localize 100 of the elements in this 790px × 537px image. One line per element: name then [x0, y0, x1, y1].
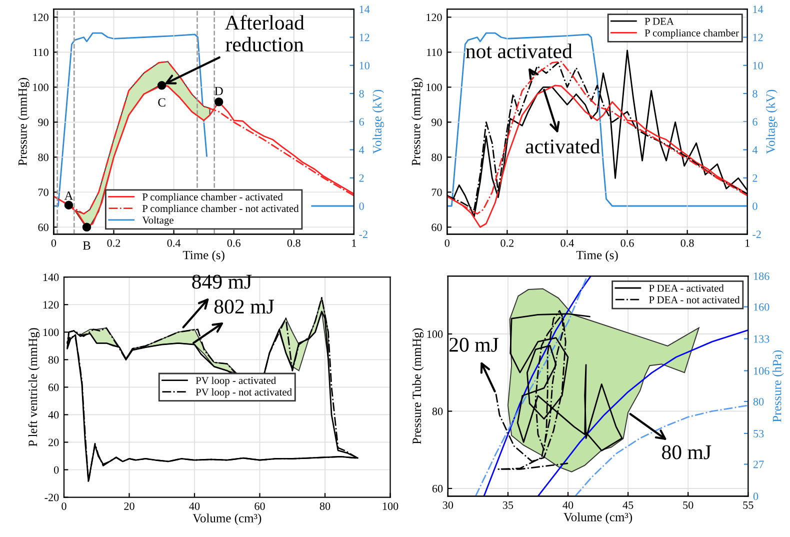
- y2-tick-label: 4: [752, 146, 758, 154]
- x-tick-label: 0.2: [107, 239, 120, 247]
- annotation: A: [64, 192, 74, 200]
- x-tick-label: 0.8: [680, 239, 694, 247]
- legend-label: P compliance chamber: [644, 29, 739, 39]
- y-tick-label: 80: [432, 154, 442, 162]
- line-series: [574, 404, 748, 496]
- y-axis-title: Pressure (mmHg): [411, 78, 423, 166]
- legend-label: P compliance chamber - not activated: [142, 204, 299, 214]
- x-tick-label: 45: [622, 501, 634, 509]
- x-tick-label: 50: [683, 501, 694, 509]
- y-tick-label: 60: [38, 224, 48, 232]
- legend-label: PV loop - activated: [196, 376, 276, 386]
- y-tick-label: 80: [48, 356, 59, 364]
- y2-tick-label: 2: [359, 174, 364, 182]
- y2-tick-label: 0: [752, 202, 758, 210]
- y2-tick-label: 14: [360, 6, 370, 13]
- point: [82, 222, 92, 232]
- y-tick-label: 0: [54, 466, 59, 474]
- y-tick-label: 110: [427, 48, 442, 56]
- point: [214, 97, 224, 106]
- x-tick-label: 30: [442, 501, 454, 509]
- y2-tick-label: 8: [752, 90, 758, 98]
- line-series: [537, 329, 748, 496]
- x-tick-label: 1: [746, 239, 750, 247]
- y2-tick-label: 10: [753, 62, 763, 70]
- y2-tick-label: 0: [359, 202, 364, 210]
- y-tick-label: 100: [427, 330, 443, 338]
- y-tick-label: 80: [432, 408, 443, 416]
- legend-label: PV loop - not activated: [196, 388, 292, 398]
- x-axis-title: Volume (cm³): [564, 512, 632, 524]
- annotation: 802 mJ: [214, 300, 274, 314]
- y2-tick-label: 12: [753, 34, 763, 42]
- y-tick-label: 140: [43, 274, 59, 282]
- y2-tick-label: 4: [359, 146, 364, 154]
- y-tick-label: 80: [38, 154, 48, 162]
- annotation: D: [214, 86, 223, 96]
- y2-axis-title: Voltage (kV): [766, 90, 778, 154]
- annotation: not activated: [466, 44, 572, 58]
- annotation: activated: [526, 138, 600, 154]
- annotation: 80 mJ: [662, 445, 712, 460]
- x-tick-label: 0.6: [227, 239, 240, 247]
- annotation: Afterload reduction: [224, 14, 304, 52]
- y-tick-label: -20: [44, 494, 59, 502]
- y2-tick-label: 2: [752, 174, 758, 182]
- y2-tick-label: 10: [360, 62, 370, 70]
- y2-tick-label: 27: [753, 460, 764, 468]
- x-tick-label: 0.6: [620, 239, 634, 247]
- y-tick-label: 60: [48, 384, 59, 392]
- y-tick-label: 70: [432, 188, 442, 196]
- x-tick-label: 0: [444, 239, 450, 247]
- y2-tick-label: -2: [752, 230, 761, 238]
- y2-tick-label: 53: [754, 430, 764, 438]
- y-tick-label: 100: [426, 84, 442, 92]
- y-tick-label: 70: [38, 188, 48, 196]
- x-axis-title: Volume (cm³): [192, 514, 262, 525]
- point: [64, 200, 74, 210]
- point: [157, 81, 166, 90]
- y-tick-label: 40: [48, 411, 59, 419]
- y2-tick-label: 80: [753, 398, 764, 406]
- legend-label: P DEA - activated: [649, 284, 724, 292]
- y-tick-label: 100: [43, 328, 59, 336]
- y-axis-title: Pressure (mmHg): [18, 78, 30, 166]
- y-tick-label: 20: [48, 438, 59, 446]
- x-tick-label: 1: [352, 239, 356, 247]
- y2-tick-label: 0: [753, 492, 758, 500]
- x-tick-label: 0.4: [560, 239, 574, 247]
- y-tick-label: 60: [432, 224, 442, 232]
- x-tick-label: 0.2: [500, 239, 514, 247]
- legend-label: P DEA: [644, 18, 674, 25]
- y-tick-label: 100: [33, 84, 48, 92]
- y-tick-label: 110: [34, 48, 48, 56]
- y2-tick-label: 160: [754, 303, 770, 311]
- y-axis-title: Pressure Tube (mmHg): [412, 328, 424, 444]
- y2-tick-label: 6: [752, 118, 758, 126]
- x-tick-label: 0: [62, 502, 66, 510]
- x-tick-label: 40: [562, 501, 574, 509]
- y2-tick-label: -2: [359, 230, 368, 238]
- legend-label: P DEA - not activated: [649, 296, 740, 304]
- x-tick-label: 40: [189, 502, 200, 510]
- x-tick-label: 80: [320, 502, 330, 510]
- y-tick-label: 120: [33, 14, 48, 22]
- x-tick-label: 35: [502, 501, 514, 509]
- y-tick-label: 120: [43, 301, 59, 309]
- x-tick-label: 60: [254, 502, 265, 510]
- y-axis-title: P left ventricle (mmHg): [28, 328, 40, 446]
- annotation: C: [158, 98, 166, 107]
- y2-axis-title: Pressure (hPa): [772, 350, 784, 422]
- y-tick-label: 60: [432, 484, 443, 492]
- x-axis-title: Time (s): [576, 250, 618, 262]
- y-tick-label: 90: [38, 118, 48, 126]
- y2-tick-label: 133: [754, 335, 770, 343]
- x-axis-title: Time (s): [182, 250, 224, 262]
- y-tick-label: 120: [426, 14, 442, 22]
- y2-axis-title: Voltage (kV): [372, 90, 384, 154]
- y2-tick-label: 12: [360, 34, 370, 42]
- y2-tick-label: 6: [359, 118, 364, 126]
- annotation: B: [82, 241, 90, 250]
- x-tick-label: 0.8: [287, 239, 300, 247]
- legend-label: P compliance chamber - activated: [142, 193, 283, 203]
